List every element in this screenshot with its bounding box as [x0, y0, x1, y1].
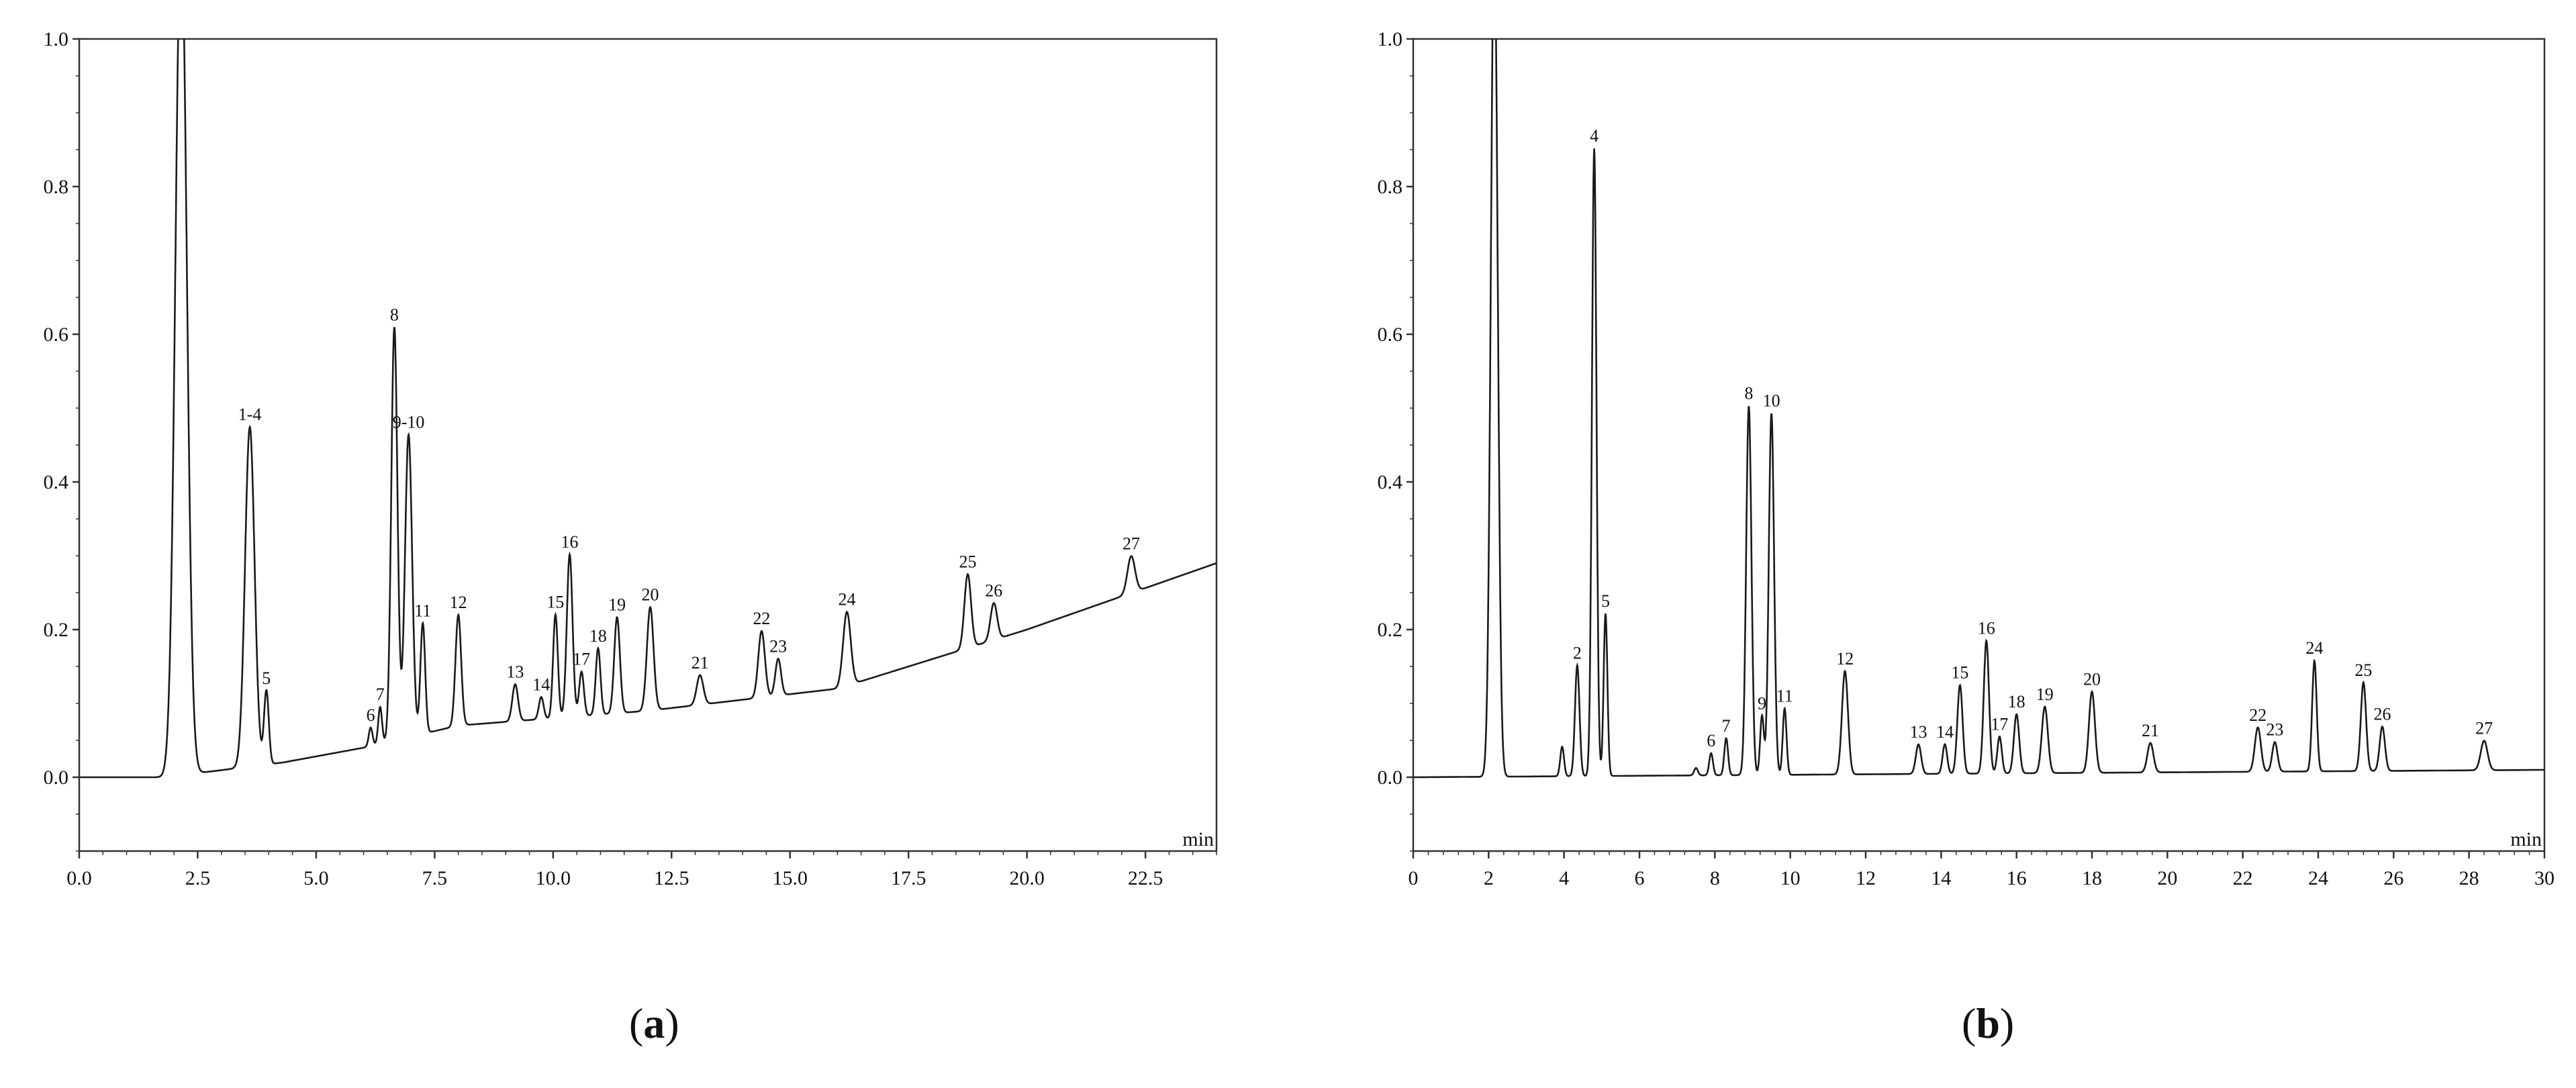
chromatogram-trace-a	[79, 39, 1217, 779]
peak-label-a: 19	[608, 595, 626, 615]
x-unit-label-a: min	[1182, 828, 1214, 850]
x-tick-label-b: 0	[1409, 867, 1419, 889]
peak-label-b: 10	[1763, 391, 1780, 411]
peak-label-a: 5	[262, 669, 271, 688]
x-tick-label-a: 5.0	[303, 867, 329, 889]
peak-label-a: 18	[589, 626, 607, 646]
peak-label-b: 18	[2008, 692, 2025, 711]
y-tick-label-a: 0.2	[44, 619, 69, 641]
x-tick-label-b: 24	[2308, 867, 2328, 889]
peak-label-b: 12	[1836, 649, 1854, 669]
peak-label-b: 4	[1590, 126, 1599, 146]
peak-label-b: 17	[1991, 714, 2008, 734]
peak-label-b: 15	[1951, 663, 1968, 683]
peak-label-b: 8	[1744, 384, 1753, 403]
peak-label-a: 25	[959, 552, 976, 572]
y-tick-label-a: 0.6	[44, 324, 69, 346]
peak-label-a: 7	[376, 685, 385, 704]
x-tick-label-b: 16	[2007, 867, 2027, 889]
caption-panel-a: (a)	[629, 999, 679, 1047]
peak-label-a: 12	[450, 593, 467, 612]
x-tick-label-b: 22	[2233, 867, 2253, 889]
y-tick-label-b: 0.6	[1378, 324, 1403, 346]
x-tick-label-a: 10.0	[536, 867, 571, 889]
x-tick-label-a: 22.5	[1128, 867, 1163, 889]
peak-label-a: 16	[561, 532, 579, 552]
peak-label-a: 8	[390, 305, 399, 324]
peak-label-a: 1-4	[238, 405, 262, 424]
peak-label-b: 23	[2266, 720, 2283, 740]
y-tick-label-a: 1.0	[44, 28, 69, 50]
peak-label-a: 22	[753, 609, 770, 628]
peak-label-b: 26	[2373, 705, 2391, 724]
peak-label-b: 19	[2036, 685, 2054, 704]
y-tick-label-b: 1.0	[1378, 28, 1403, 50]
chart-panel-b: 0.00.20.40.60.81.00 2 4 6 8 10 12 14 16 18 20 22 24 2…	[1378, 28, 2555, 889]
plot-frame-b	[1412, 38, 2546, 852]
x-tick-label-b: 8	[1710, 867, 1720, 889]
caption-letter-b: b	[1976, 999, 2000, 1047]
y-tick-label-b: 0.2	[1378, 619, 1403, 641]
x-tick-label-b: 6	[1635, 867, 1645, 889]
x-tick-label-b: 26	[2383, 867, 2403, 889]
peak-label-a: 27	[1123, 534, 1140, 554]
peak-label-a: 9-10	[393, 412, 425, 432]
peak-label-a: 15	[546, 593, 564, 612]
peak-label-b: 20	[2083, 669, 2101, 689]
y-tick-label-b: 0.8	[1378, 176, 1403, 198]
caption-panel-b: (b)	[1962, 999, 2015, 1047]
x-tick-label-b: 10	[1780, 867, 1801, 889]
peak-label-b: 7	[1722, 716, 1731, 736]
chart-panel-a: 0.0 0.2 0.4 0.6 0.8 1.0 0.0 2.5 5.0 7.5 10.0 12.5 15…	[44, 28, 1218, 889]
peak-label-b: 13	[1910, 722, 1927, 742]
plot-frame-a	[78, 38, 1218, 852]
peak-label-a: 21	[691, 653, 709, 673]
y-tick-label-a: 0.0	[44, 766, 69, 789]
peak-label-b: 25	[2354, 660, 2372, 680]
peak-label-b: 27	[2475, 719, 2493, 738]
x-tick-label-a: 7.5	[422, 867, 448, 889]
x-tick-label-a: 12.5	[654, 867, 689, 889]
x-tick-label-a: 17.5	[891, 867, 926, 889]
peak-label-a: 11	[414, 601, 431, 620]
x-unit-label-b: min	[2510, 828, 2542, 850]
peak-label-a: 13	[506, 662, 524, 681]
x-tick-label-b: 18	[2082, 867, 2102, 889]
caption-letter-a: a	[643, 999, 665, 1047]
peak-label-b: 22	[2249, 705, 2267, 725]
x-tick-label-b: 2	[1484, 867, 1494, 889]
y-tick-label-a: 0.4	[44, 471, 69, 493]
peak-label-b: 6	[1707, 731, 1715, 750]
x-tick-label-b: 14	[1931, 867, 1951, 889]
x-tick-label-b: 4	[1559, 867, 1569, 889]
peak-label-b: 14	[1936, 722, 1954, 742]
peak-label-b: 24	[2305, 638, 2323, 658]
x-tick-label-a: 2.5	[185, 867, 211, 889]
peak-label-a: 6	[367, 705, 375, 725]
peak-label-b: 9	[1758, 694, 1766, 713]
peak-label-a: 24	[838, 590, 855, 609]
x-tick-label-b: 20	[2157, 867, 2177, 889]
y-tick-label-a: 0.8	[44, 176, 69, 198]
peak-label-b: 2	[1573, 643, 1582, 662]
x-tick-label-b: 12	[1856, 867, 1876, 889]
peak-label-b: 5	[1601, 591, 1610, 611]
peak-label-a: 17	[573, 650, 590, 669]
peak-label-a: 14	[532, 675, 550, 694]
peak-label-b: 11	[1776, 686, 1793, 705]
x-tick-label-a: 20.0	[1009, 867, 1045, 889]
y-tick-label-b: 0.4	[1378, 471, 1403, 493]
peak-label-a: 26	[985, 581, 1002, 600]
x-tick-label-a: 0.0	[66, 867, 92, 889]
x-tick-label-b: 30	[2534, 867, 2555, 889]
x-tick-label-b: 28	[2459, 867, 2479, 889]
peak-label-a: 20	[642, 585, 659, 605]
y-tick-label-b: 0.0	[1378, 766, 1403, 789]
peak-label-b: 21	[2142, 721, 2159, 740]
peak-label-b: 16	[1978, 618, 1995, 638]
x-tick-label-a: 15.0	[773, 867, 808, 889]
chromatogram-trace-b	[1413, 39, 2544, 779]
peak-label-a: 23	[769, 636, 787, 656]
